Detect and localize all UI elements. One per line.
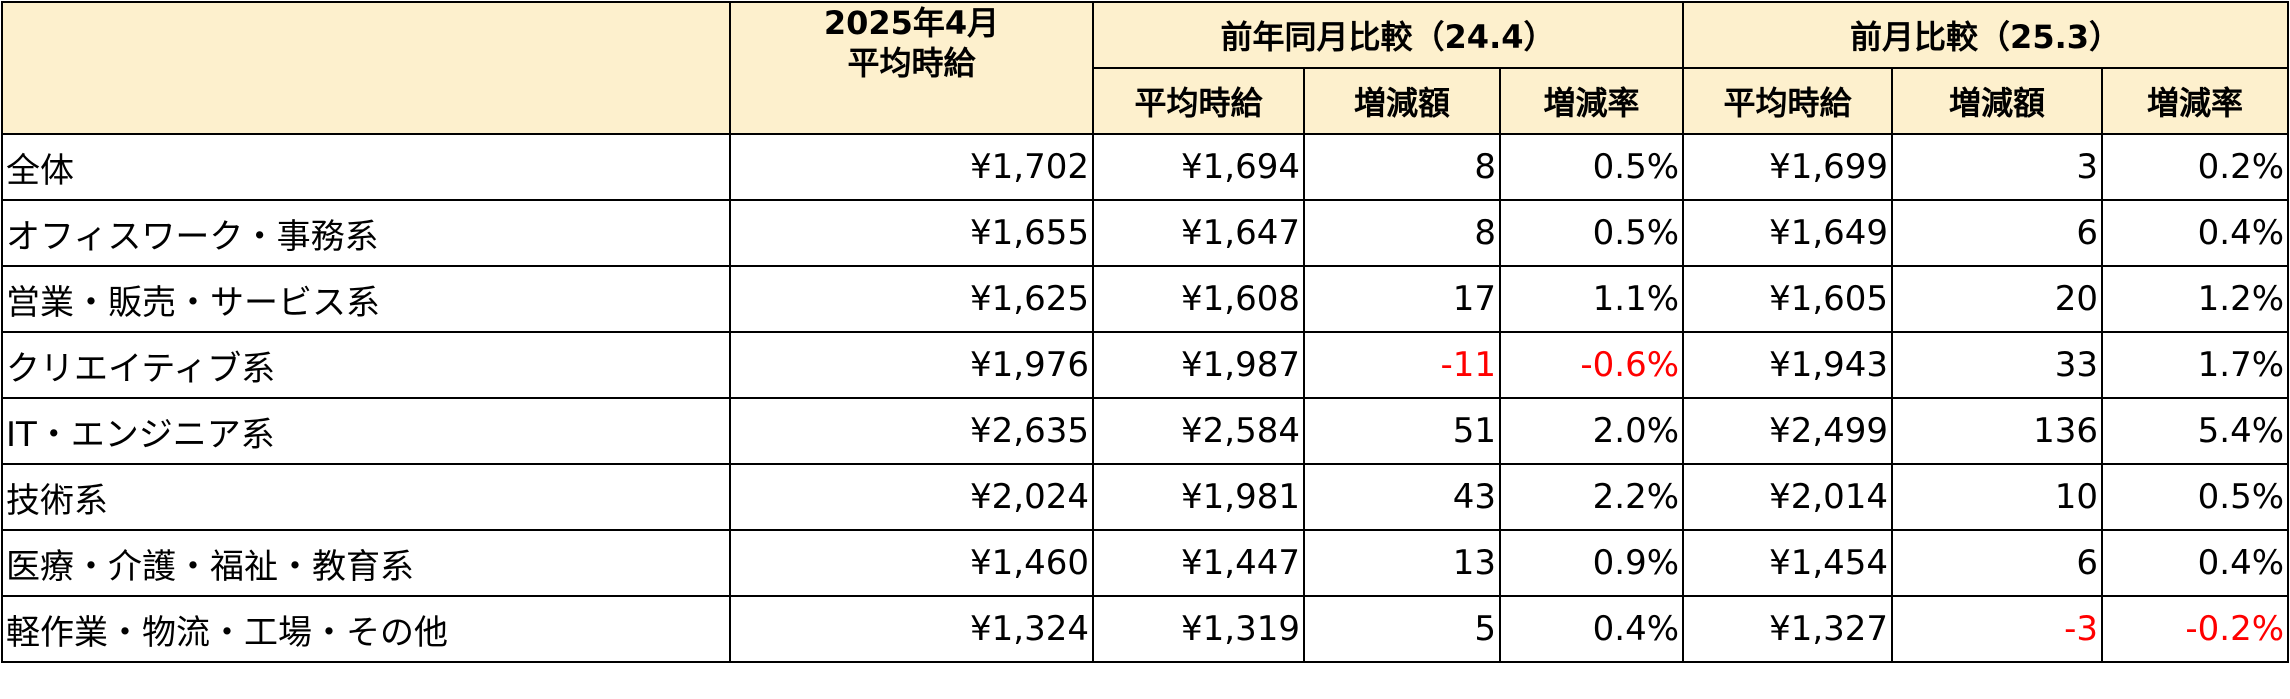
cell-mom-avg: ¥1,327 [1682, 595, 1894, 663]
cell-yoy-rate: 1.1% [1498, 265, 1685, 333]
header-row-sub: 平均時給 増減額 増減率 平均時給 増減額 増減率 [2, 67, 2290, 135]
cell-mom-avg: ¥1,605 [1682, 265, 1894, 333]
cell-category: 営業・販売・サービス系 [1, 265, 731, 333]
cell-yoy-avg: ¥1,987 [1092, 331, 1305, 399]
header-mom-rate: 増減率 [2101, 67, 2290, 135]
cell-yoy-diff: 43 [1303, 463, 1501, 531]
cell-yoy-avg: ¥1,447 [1092, 529, 1305, 597]
cell-mom-rate: 1.2% [2101, 265, 2290, 333]
cell-mom-rate: 1.7% [2101, 331, 2290, 399]
table-row: クリエイティブ系 ¥1,976 ¥1,987 -11 -0.6% ¥1,943 … [1, 331, 2290, 399]
cell-category: 軽作業・物流・工場・その他 [1, 595, 731, 663]
header-yoy-group: 前年同月比較（24.4） [1091, 1, 1685, 69]
cell-category: 医療・介護・福祉・教育系 [1, 529, 731, 597]
cell-mom-avg: ¥1,699 [1682, 133, 1894, 201]
cell-current: ¥1,655 [729, 199, 1094, 267]
cell-mom-avg: ¥1,943 [1682, 331, 1894, 399]
header-mom-diff: 増減額 [1891, 67, 2104, 135]
header-yoy-diff: 増減額 [1303, 67, 1501, 135]
header-yoy-rate: 増減率 [1498, 67, 1685, 135]
cell-current: ¥2,635 [729, 397, 1094, 465]
cell-mom-rate: -0.2% [2101, 595, 2290, 663]
table-row: IT・エンジニア系 ¥2,635 ¥2,584 51 2.0% ¥2,499 1… [1, 397, 2290, 465]
cell-mom-diff: 6 [1891, 529, 2104, 597]
cell-yoy-rate: 0.4% [1498, 595, 1685, 663]
cell-current: ¥1,702 [729, 133, 1094, 201]
table-row: 医療・介護・福祉・教育系 ¥1,460 ¥1,447 13 0.9% ¥1,45… [1, 529, 2290, 597]
cell-mom-rate: 0.5% [2101, 463, 2290, 531]
cell-yoy-rate: 2.2% [1498, 463, 1685, 531]
table-row: 全体 ¥1,702 ¥1,694 8 0.5% ¥1,699 3 0.2% [1, 133, 2290, 201]
cell-category: 全体 [1, 133, 731, 201]
header-mom-avg: 平均時給 [1682, 67, 1894, 135]
cell-yoy-diff: 17 [1303, 265, 1501, 333]
cell-yoy-rate: 2.0% [1498, 397, 1685, 465]
cell-mom-diff: 10 [1891, 463, 2104, 531]
cell-yoy-rate: -0.6% [1498, 331, 1685, 399]
cell-mom-rate: 0.4% [2101, 529, 2290, 597]
cell-yoy-rate: 0.5% [1498, 199, 1685, 267]
cell-category: クリエイティブ系 [1, 331, 731, 399]
cell-mom-avg: ¥2,014 [1682, 463, 1894, 531]
hourly-wage-table: 2025年4月 平均時給 前年同月比較（24.4） 前月比較（25.3） 平均時… [1, 1, 2290, 663]
cell-mom-rate: 5.4% [2101, 397, 2290, 465]
header-current-month: 2025年4月 平均時給 [729, 1, 1094, 135]
cell-mom-diff: 136 [1891, 397, 2104, 465]
cell-yoy-avg: ¥1,608 [1092, 265, 1305, 333]
header-row-main: 2025年4月 平均時給 前年同月比較（24.4） 前月比較（25.3） [1, 1, 2290, 135]
cell-mom-diff: 20 [1891, 265, 2104, 333]
cell-current: ¥1,460 [729, 529, 1094, 597]
cell-current: ¥1,324 [729, 595, 1094, 663]
cell-yoy-diff: 8 [1303, 133, 1501, 201]
cell-yoy-avg: ¥1,647 [1092, 199, 1305, 267]
cell-mom-avg: ¥1,454 [1682, 529, 1894, 597]
cell-yoy-diff: -11 [1303, 331, 1501, 399]
cell-yoy-avg: ¥1,981 [1092, 463, 1305, 531]
cell-yoy-avg: ¥1,694 [1092, 133, 1305, 201]
cell-current: ¥1,625 [729, 265, 1094, 333]
header-current-month-line2: 平均時給 [847, 44, 976, 82]
cell-mom-rate: 0.4% [2101, 199, 2290, 267]
cell-category: IT・エンジニア系 [1, 397, 731, 465]
cell-category: オフィスワーク・事務系 [1, 199, 731, 267]
table-row: 技術系 ¥2,024 ¥1,981 43 2.2% ¥2,014 10 0.5% [1, 463, 2290, 531]
header-current-month-line1: 2025年4月 [823, 4, 1000, 42]
cell-mom-diff: 3 [1891, 133, 2104, 201]
cell-yoy-rate: 0.5% [1498, 133, 1685, 201]
cell-yoy-avg: ¥2,584 [1092, 397, 1305, 465]
header-category-blank [1, 1, 731, 135]
cell-mom-avg: ¥2,499 [1682, 397, 1894, 465]
cell-yoy-diff: 8 [1303, 199, 1501, 267]
cell-category: 技術系 [1, 463, 731, 531]
table-row: 営業・販売・サービス系 ¥1,625 ¥1,608 17 1.1% ¥1,605… [1, 265, 2290, 333]
table-row: 軽作業・物流・工場・その他 ¥1,324 ¥1,319 5 0.4% ¥1,32… [1, 595, 2290, 663]
cell-mom-diff: -3 [1891, 595, 2104, 663]
cell-yoy-avg: ¥1,319 [1092, 595, 1305, 663]
cell-current: ¥1,976 [729, 331, 1094, 399]
cell-mom-avg: ¥1,649 [1682, 199, 1894, 267]
cell-yoy-diff: 13 [1303, 529, 1501, 597]
header-yoy-avg: 平均時給 [1092, 67, 1305, 135]
table-row: オフィスワーク・事務系 ¥1,655 ¥1,647 8 0.5% ¥1,649 … [1, 199, 2290, 267]
cell-yoy-diff: 51 [1303, 397, 1501, 465]
cell-yoy-diff: 5 [1303, 595, 1501, 663]
cell-mom-diff: 6 [1891, 199, 2104, 267]
cell-current: ¥2,024 [729, 463, 1094, 531]
cell-mom-rate: 0.2% [2101, 133, 2290, 201]
cell-yoy-rate: 0.9% [1498, 529, 1685, 597]
header-mom-group: 前月比較（25.3） [1682, 1, 2290, 69]
cell-mom-diff: 33 [1891, 331, 2104, 399]
